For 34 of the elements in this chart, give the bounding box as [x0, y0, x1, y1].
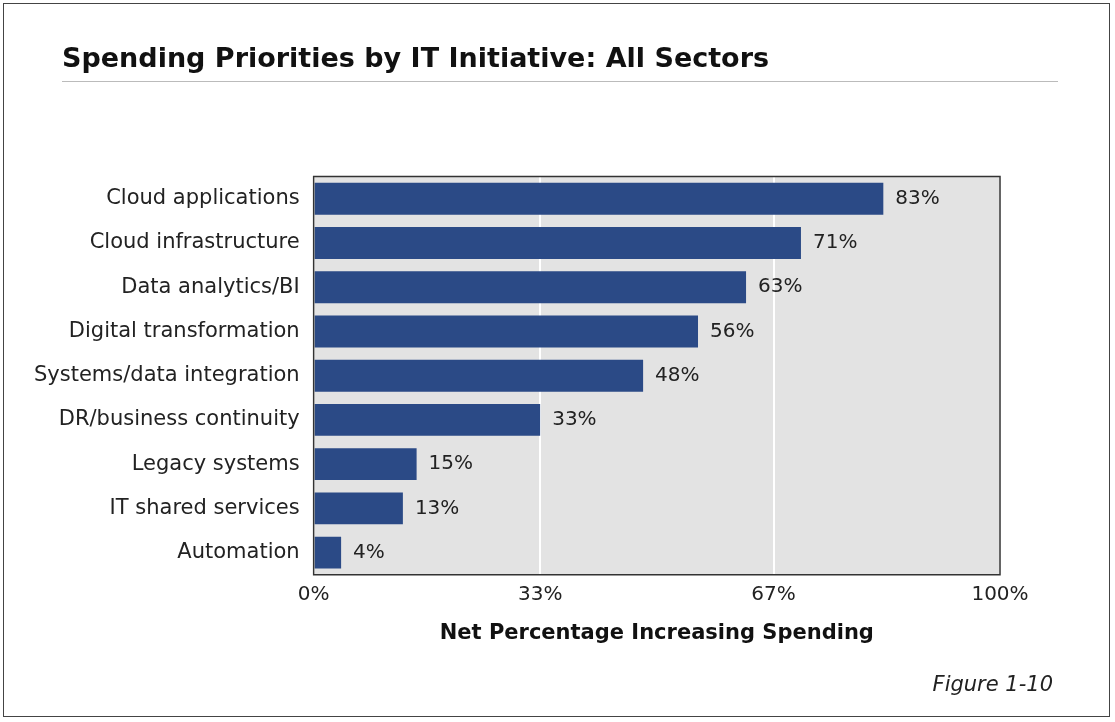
y-tick-label: Cloud applications: [106, 185, 300, 210]
y-tick-label: Legacy systems: [131, 450, 300, 475]
caption: Figure 1-10: [932, 672, 1053, 696]
data-label: 4%: [353, 538, 385, 563]
y-tick-label: DR/business continuity: [58, 406, 300, 431]
data-label: 48%: [655, 361, 700, 386]
data-label: 56%: [710, 317, 755, 342]
data-label: 15%: [428, 450, 474, 475]
y-tick-label: Systems/data integration: [33, 362, 300, 387]
data-label: 71%: [812, 229, 858, 254]
bar: [314, 315, 699, 348]
y-tick-label: Automation: [177, 539, 300, 564]
bar: [314, 492, 403, 525]
x-tick-label: 67%: [751, 581, 796, 605]
data-label: 83%: [895, 184, 940, 209]
bar: [314, 271, 747, 304]
bar: [314, 182, 884, 215]
chart-title: Spending Priorities by IT Initiative: All Sectors: [62, 42, 1058, 82]
bar: [314, 448, 417, 481]
y-tick-label: Digital transformation: [68, 317, 300, 342]
bar: [314, 404, 541, 436]
data-label: 63%: [758, 273, 803, 298]
y-tick-label: Cloud infrastructure: [89, 229, 300, 254]
bar: [314, 359, 644, 392]
x-tick-label: 33%: [517, 581, 563, 605]
data-label: 13%: [414, 494, 460, 519]
y-tick-label: Data analytics/BI: [121, 273, 300, 298]
y-tick-label: IT shared services: [109, 494, 300, 519]
bar: [314, 227, 801, 259]
data-label: 33%: [552, 406, 597, 431]
bar: [314, 536, 342, 569]
x-tick-label: 100%: [971, 581, 1029, 605]
x-tick-label: 0%: [297, 581, 330, 605]
x-axis-title: Net Percentage Increasing Spending: [439, 619, 874, 644]
